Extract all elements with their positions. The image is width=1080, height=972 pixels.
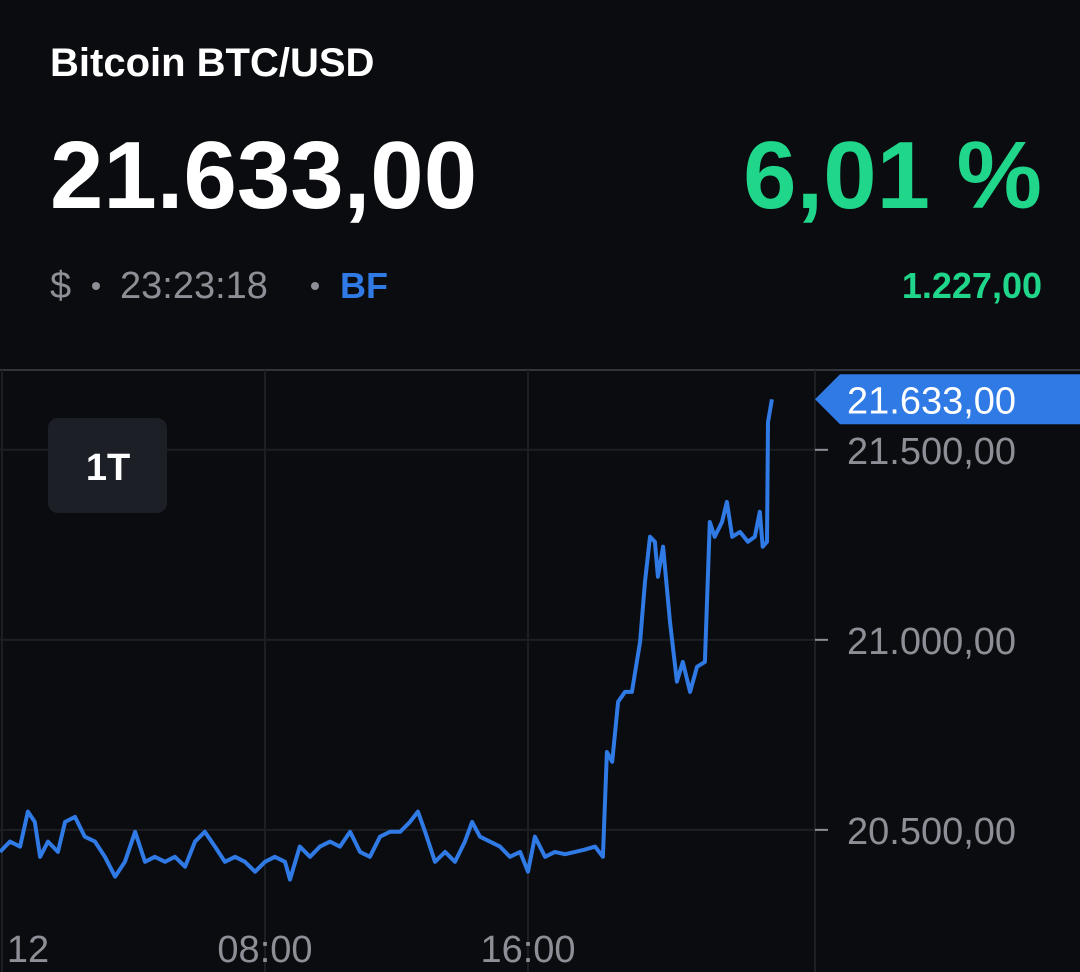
price-line (0, 398, 774, 882)
x-tick-label: 08:00 (217, 929, 312, 971)
change-absolute: 1.227,00 (902, 265, 1042, 306)
price-tag (815, 374, 1080, 425)
y-tick-label: 20.500,00 (847, 811, 1016, 853)
x-tick-label: 16:00 (480, 929, 575, 971)
currency: $ (50, 265, 71, 307)
separator-dot (311, 282, 319, 290)
x-tick-label: 12 (7, 929, 49, 971)
range-button-label[interactable]: 1T (86, 447, 130, 489)
change-percent: 6,01 % (743, 122, 1042, 229)
price-tag-label: 21.633,00 (847, 380, 1016, 422)
separator-dot (92, 282, 100, 290)
chart: 20.500,00 21.000,00 21.500,00 12 08:00 16:00 2… (0, 369, 1080, 972)
time: 23:23:18 (120, 265, 268, 307)
y-tick-label: 21.000,00 (847, 621, 1016, 663)
y-tick-label: 21.500,00 (847, 431, 1016, 473)
price: 21.633,00 (50, 122, 477, 229)
range-button[interactable] (48, 418, 167, 513)
title: Bitcoin BTC/USD (50, 41, 374, 85)
source: BF (340, 265, 388, 306)
